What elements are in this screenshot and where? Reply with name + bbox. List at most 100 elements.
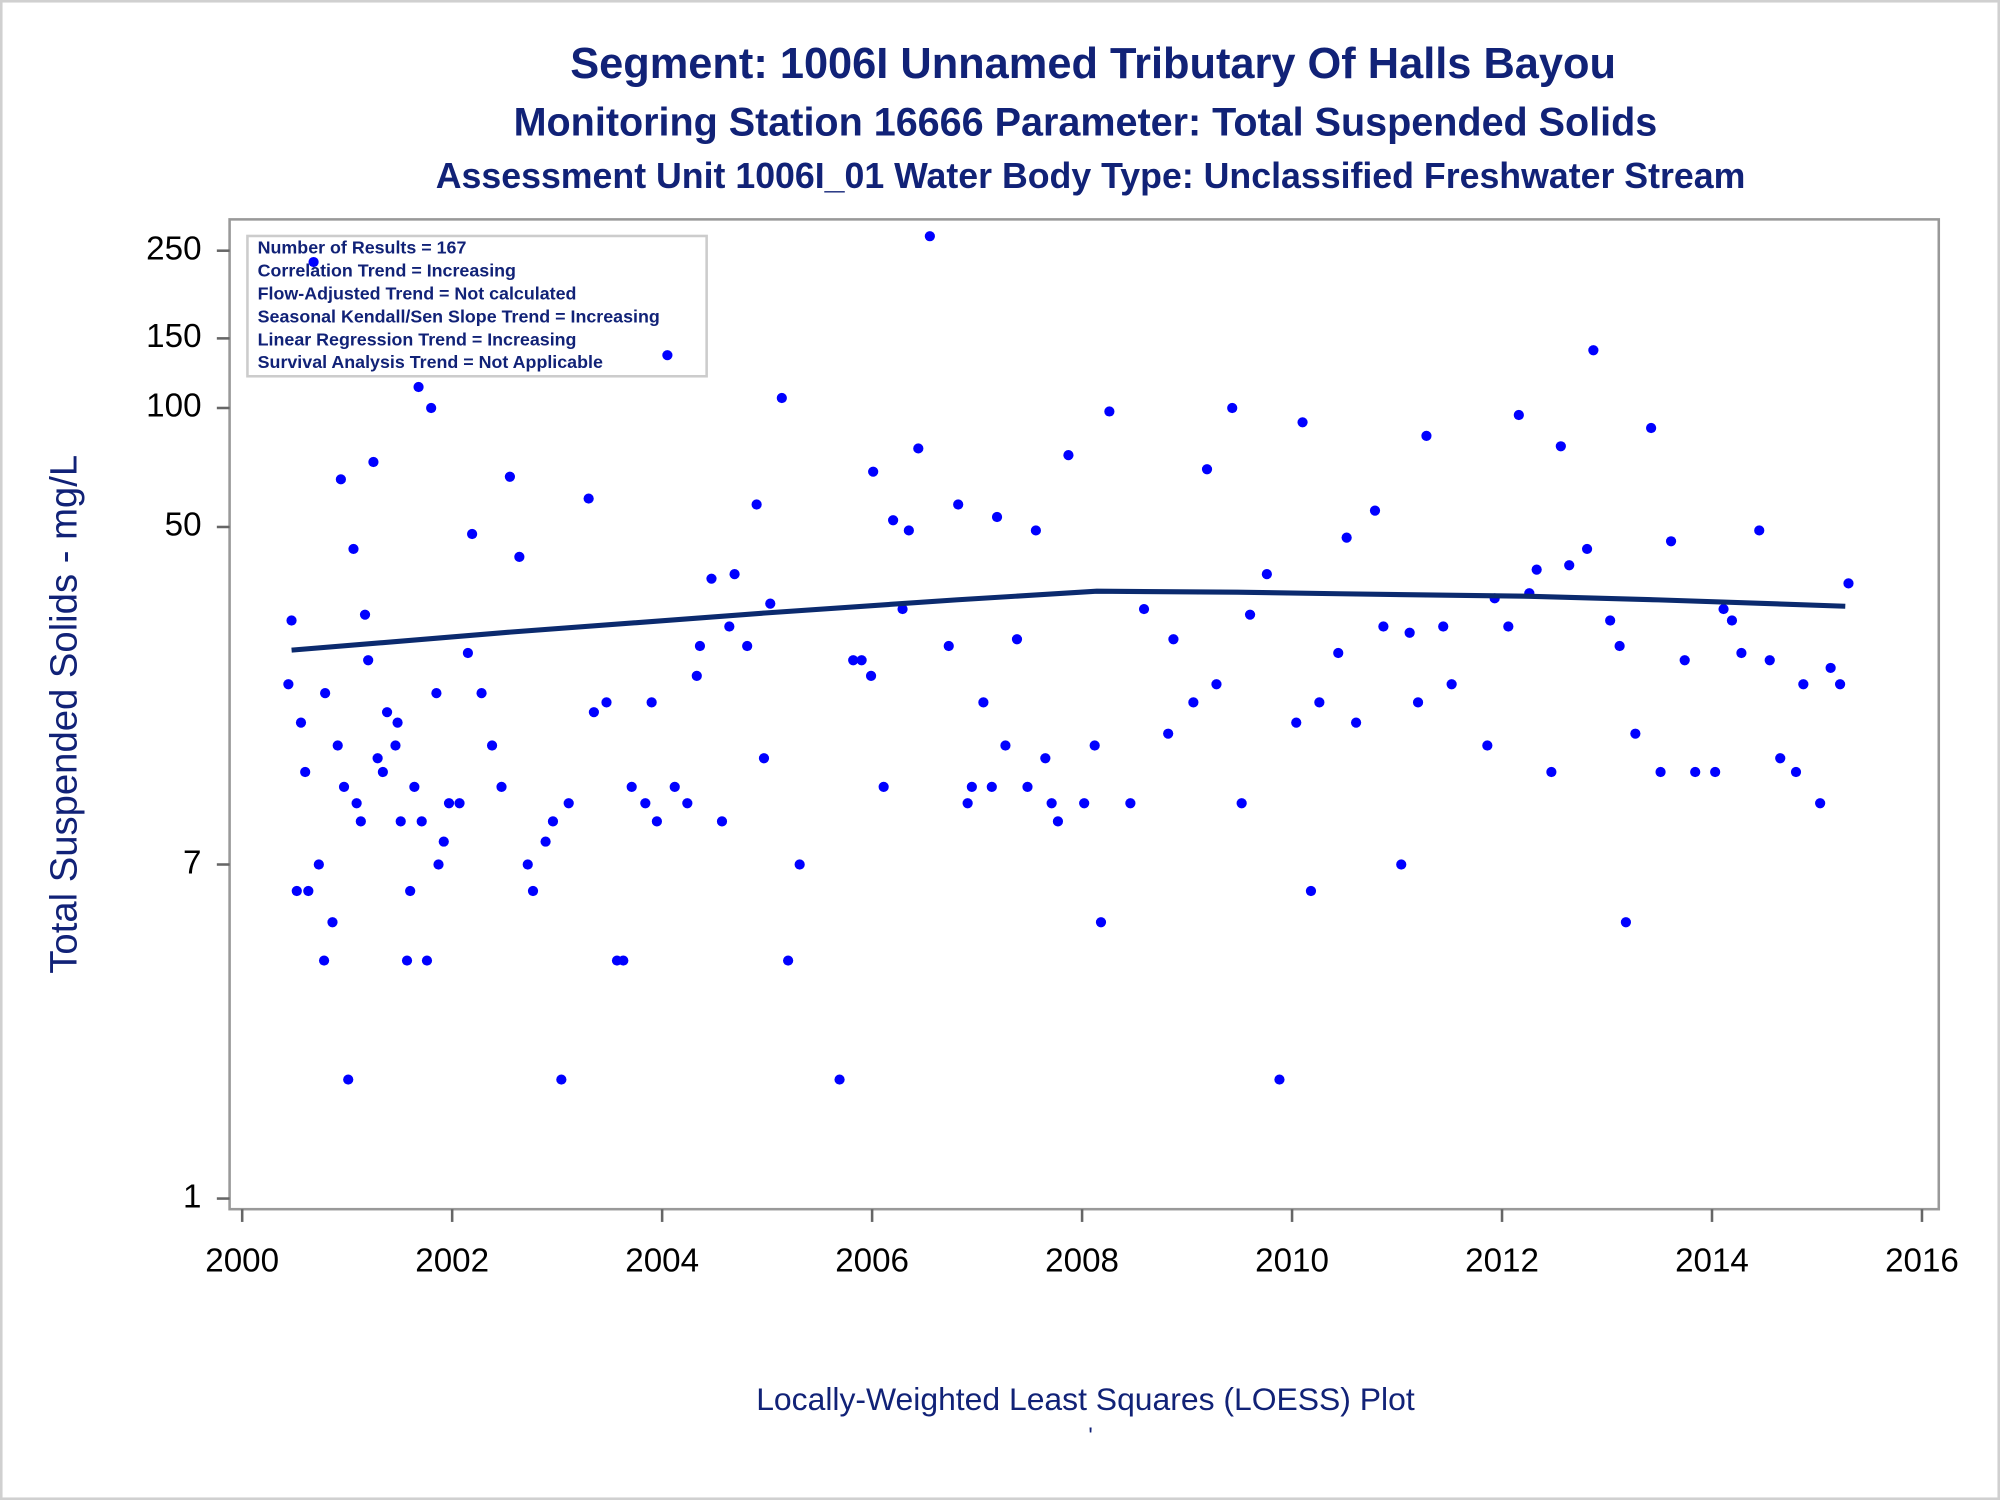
data-point — [848, 655, 859, 666]
data-point — [1690, 766, 1701, 778]
annotation-line: Flow-Adjusted Trend = Not calculated — [258, 283, 577, 303]
data-point — [1305, 885, 1317, 897]
data-point — [1798, 679, 1809, 690]
data-point — [462, 647, 474, 659]
data-point — [1274, 1074, 1285, 1085]
data-point — [834, 1074, 845, 1085]
data-point — [486, 740, 498, 751]
annotation-line: Survival Analysis Trend = Not Applicable — [258, 352, 603, 372]
annotation-line: Number of Results = 167 — [258, 237, 467, 257]
data-point — [856, 655, 867, 666]
annotation-line: Linear Regression Trend = Increasing — [258, 329, 577, 349]
data-point — [1834, 679, 1846, 690]
data-point — [1446, 679, 1457, 690]
data-point — [1655, 766, 1666, 778]
data-point — [1710, 766, 1721, 778]
data-point — [669, 781, 680, 793]
data-point — [1825, 662, 1836, 674]
data-point — [1679, 655, 1690, 666]
data-point — [283, 679, 294, 690]
data-point — [381, 707, 393, 718]
data-point — [646, 697, 657, 708]
y-tick-label: 1 — [183, 1178, 201, 1215]
data-point — [426, 402, 437, 414]
data-point — [758, 753, 770, 764]
data-point — [286, 615, 297, 626]
data-point — [865, 670, 877, 682]
data-point — [1188, 697, 1199, 708]
data-point — [351, 798, 362, 809]
data-point — [966, 781, 977, 793]
data-point — [327, 917, 338, 928]
data-point — [1503, 621, 1514, 632]
data-point — [547, 816, 559, 827]
footnote-mark: ' — [1088, 1423, 1092, 1449]
data-point — [1236, 798, 1247, 809]
data-point — [1555, 441, 1566, 452]
data-point — [1736, 647, 1747, 659]
data-point — [1030, 525, 1041, 536]
data-point — [392, 717, 403, 728]
data-point — [338, 781, 350, 793]
data-point — [395, 816, 406, 827]
data-point — [1531, 564, 1542, 575]
data-point — [888, 515, 899, 526]
data-point — [1079, 798, 1090, 809]
data-point — [1201, 464, 1213, 475]
data-point — [443, 798, 455, 809]
y-tick-label: 50 — [165, 507, 202, 544]
chart-subtitle: Assessment Unit 1006I_01 Water Body Type… — [436, 156, 1746, 196]
data-point — [504, 471, 516, 482]
chart-subtitle: Monitoring Station 16666 Parameter: Tota… — [514, 100, 1658, 144]
data-point — [320, 687, 331, 699]
data-point — [953, 499, 964, 510]
data-point — [1261, 568, 1272, 580]
data-point — [1046, 798, 1057, 809]
data-point — [626, 781, 637, 793]
data-point — [1790, 766, 1802, 778]
data-point — [978, 697, 989, 708]
data-point — [1104, 406, 1115, 417]
data-point — [295, 717, 307, 728]
data-point — [401, 955, 413, 966]
data-point — [962, 798, 973, 809]
data-point — [416, 816, 427, 827]
data-point — [421, 955, 433, 966]
loess-line — [291, 588, 1846, 653]
data-point — [1378, 621, 1389, 632]
data-point — [868, 466, 879, 477]
data-point — [1138, 603, 1150, 615]
data-point — [476, 687, 487, 699]
plot-frame — [228, 218, 1941, 1211]
data-point — [1605, 615, 1616, 626]
data-point — [433, 859, 444, 870]
data-point — [1089, 740, 1100, 751]
annotation-box — [246, 234, 708, 378]
y-tick-label: 250 — [146, 230, 201, 267]
data-point — [363, 655, 374, 666]
data-point — [1095, 917, 1107, 928]
data-point — [1775, 753, 1786, 764]
data-point — [618, 955, 629, 966]
data-point — [318, 955, 330, 966]
data-point — [514, 551, 525, 563]
data-point — [1297, 417, 1308, 428]
data-point — [897, 603, 908, 615]
data-point — [1630, 728, 1641, 739]
data-point — [1211, 679, 1222, 690]
data-point — [409, 781, 420, 793]
data-point — [878, 781, 889, 793]
data-point — [691, 670, 702, 682]
data-point — [454, 798, 465, 809]
y-tick-label: 100 — [146, 388, 201, 425]
data-point — [303, 885, 314, 897]
x-tick-label: 2016 — [1885, 1243, 1959, 1280]
data-point — [1620, 917, 1632, 928]
data-point — [308, 256, 319, 268]
data-point — [377, 766, 388, 778]
data-point — [332, 740, 343, 751]
data-point — [540, 836, 551, 847]
data-point — [1412, 697, 1424, 708]
data-point — [588, 707, 599, 718]
